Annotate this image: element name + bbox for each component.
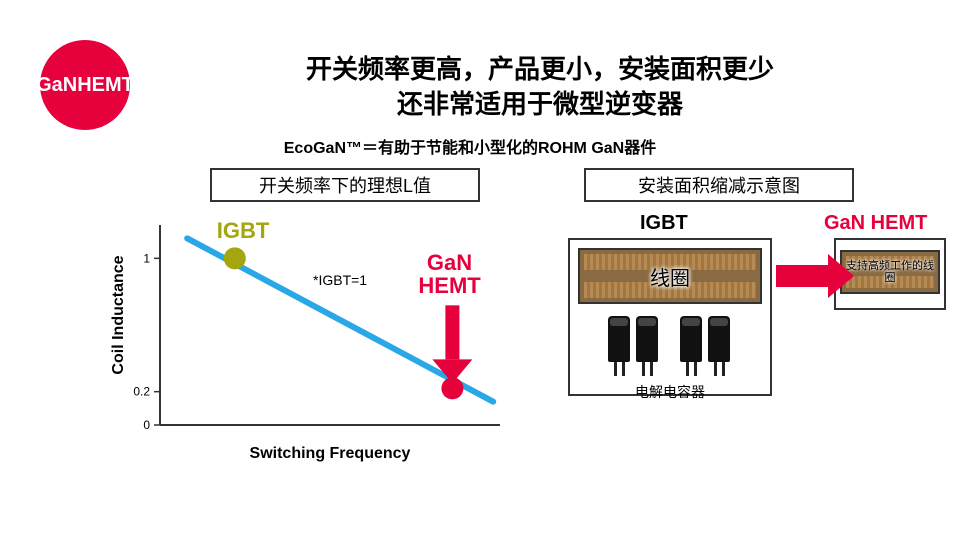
gan-hemt-badge: GaNHEMT bbox=[40, 40, 130, 130]
transition-arrow-icon bbox=[776, 254, 854, 303]
capacitor bbox=[636, 316, 658, 376]
main-title: 开关频率更高，产品更小，安装面积更少 还非常适用于微型逆变器 bbox=[170, 52, 910, 122]
coil-small: 支持高频工作的线圈 bbox=[840, 250, 940, 294]
coil-small-label: 支持高频工作的线圈 bbox=[842, 252, 938, 292]
coil-large-label: 线圈 bbox=[580, 250, 760, 302]
svg-text:0: 0 bbox=[143, 418, 150, 432]
panel-label-right: 安装面积缩减示意图 bbox=[584, 168, 854, 202]
chart-note: *IGBT=1 bbox=[313, 272, 367, 288]
badge-line1: GaN bbox=[36, 74, 77, 96]
capacitor bbox=[680, 316, 702, 376]
badge-line2: HEMT bbox=[77, 74, 134, 96]
inductance-chart: 00.21 Coil Inductance Switching Frequenc… bbox=[120, 215, 520, 475]
gan-label-l1: GaN bbox=[418, 251, 480, 274]
svg-text:1: 1 bbox=[143, 251, 150, 265]
panel-label-left: 开关频率下的理想L值 bbox=[210, 168, 480, 202]
title-line1: 开关频率更高，产品更小，安装面积更少 bbox=[170, 52, 910, 87]
igbt-marker-label: IGBT bbox=[217, 218, 270, 244]
title-line2: 还非常适用于微型逆变器 bbox=[170, 87, 910, 122]
coil-large: 线圈 bbox=[578, 248, 762, 304]
capacitor bbox=[608, 316, 630, 376]
diagram-igbt-title: IGBT bbox=[640, 212, 688, 235]
chart-xlabel: Switching Frequency bbox=[160, 445, 500, 463]
capacitors-label: 电解电容器 bbox=[568, 382, 772, 402]
capacitor bbox=[708, 316, 730, 376]
gan-marker-label: GaN HEMT bbox=[418, 251, 480, 297]
subtitle: EcoGaN™＝有助于节能和小型化的ROHM GaN器件 bbox=[200, 134, 740, 158]
chart-ylabel: Coil Inductance bbox=[110, 215, 128, 415]
diagram-gan-title: GaN HEMT bbox=[824, 212, 927, 235]
gan-label-l2: HEMT bbox=[418, 274, 480, 297]
svg-text:0.2: 0.2 bbox=[133, 385, 150, 399]
